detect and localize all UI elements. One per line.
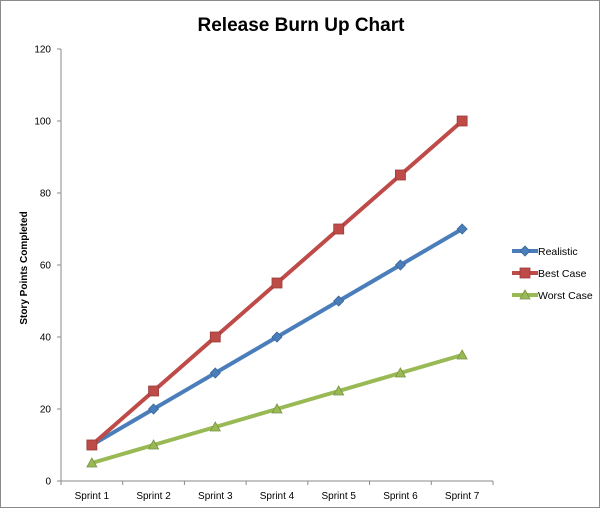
- legend-marker-worst-case: [519, 289, 531, 300]
- data-point-realistic: [209, 367, 221, 379]
- legend-label: Worst Case: [538, 290, 593, 302]
- y-tick-label: 60: [40, 261, 52, 272]
- x-tick-label: Sprint 5: [321, 491, 356, 502]
- y-tick-label: 80: [40, 189, 52, 200]
- data-point-realistic: [148, 403, 160, 415]
- data-point-best-case: [456, 115, 468, 127]
- y-tick-label: 0: [45, 477, 51, 488]
- x-tick-label: Sprint 1: [75, 491, 110, 502]
- x-tick-label: Sprint 4: [260, 491, 295, 502]
- y-axis-label: Story Points Completed: [19, 211, 30, 324]
- legend-marker-best-case: [519, 267, 531, 279]
- x-axis-ticks: Sprint 1 Sprint 2 Sprint 3 Sprint 4 Sprint 5…: [60, 481, 494, 502]
- data-point-worst-case: [147, 439, 160, 450]
- legend: Realistic Best Case Worst Case: [512, 245, 593, 302]
- y-tick-label: 120: [34, 45, 51, 56]
- x-tick-label: Sprint 3: [198, 491, 233, 502]
- data-point-worst-case: [333, 385, 345, 396]
- data-point-best-case: [148, 385, 159, 397]
- legend-label: Realistic: [538, 246, 578, 258]
- data-point-best-case: [209, 331, 221, 343]
- x-tick-label: Sprint 7: [445, 491, 480, 502]
- legend-item-worst-case: Worst Case: [512, 289, 593, 302]
- data-point-best-case: [86, 439, 98, 451]
- data-point-worst-case: [456, 349, 468, 360]
- x-tick-label: Sprint 2: [136, 491, 171, 502]
- y-axis-ticks: 0 20 40 60 80 100 120: [34, 45, 61, 488]
- y-tick-label: 20: [40, 405, 52, 416]
- legend-item-realistic: Realistic: [512, 245, 578, 258]
- x-tick-label: Sprint 6: [383, 491, 418, 502]
- legend-item-best-case: Best Case: [512, 267, 587, 280]
- legend-label: Best Case: [538, 268, 587, 280]
- chart-title: Release Burn Up Chart: [198, 15, 406, 36]
- data-point-realistic: [394, 259, 406, 271]
- data-point-best-case: [333, 223, 345, 235]
- series-best-case: [86, 115, 468, 451]
- series-layer: [86, 115, 468, 468]
- series-worst-case: [86, 349, 468, 468]
- data-point-worst-case: [86, 457, 98, 468]
- data-point-worst-case: [394, 367, 407, 378]
- legend-marker-realistic: [519, 245, 531, 257]
- data-point-best-case: [395, 169, 406, 181]
- data-point-worst-case: [209, 421, 221, 432]
- data-point-realistic: [456, 223, 468, 235]
- y-tick-label: 100: [34, 117, 51, 128]
- data-point-realistic: [271, 331, 283, 343]
- data-point-worst-case: [271, 403, 283, 414]
- data-point-realistic: [333, 295, 345, 307]
- data-point-best-case: [271, 277, 283, 289]
- series-realistic: [86, 223, 468, 451]
- y-tick-label: 40: [40, 333, 52, 344]
